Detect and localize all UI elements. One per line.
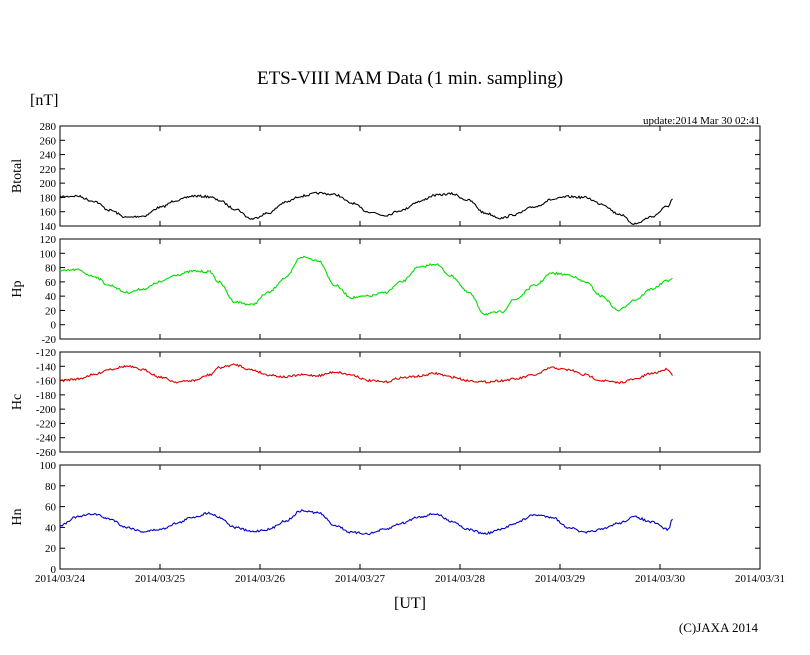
panel-btotal: 140 160 180 200 220 240 260 280 Btotal [10,121,761,233]
panel-frame [59,238,761,340]
x-axis-label: [UT] [394,595,426,612]
x-tick-label: 2014/03/26 [235,573,286,585]
y-tick-label: -200 [36,404,57,416]
x-tick-label: 2014/03/29 [535,573,586,585]
y-tick-label: 0 [51,564,57,576]
panel-hp: -20 0 20 40 60 80 100 120 Hp [10,234,761,346]
y-tick-label: 200 [40,178,57,190]
y-tick-label: 160 [40,207,57,219]
y-tick-label: 120 [40,234,57,246]
unit-label: [nT] [30,92,58,109]
y-tick-label: 40 [45,522,57,534]
y-tick-label: 240 [40,150,57,162]
y-tick-label: 280 [40,121,57,133]
y-tick-label: 180 [40,192,57,204]
chart-title: ETS-VIII MAM Data (1 min. sampling) [257,68,563,89]
y-tick-label: -240 [36,433,57,445]
y-tick-label: -220 [36,418,57,430]
x-tick-label: 2014/03/28 [435,573,486,585]
y-tick-label: 40 [45,291,57,303]
y-tick-label: 20 [45,543,57,555]
y-tick-label: 260 [40,135,57,147]
y-tick-label: 0 [51,320,57,332]
chart-panels: 140160180200220240260280Btotal-200204060… [10,121,785,585]
x-tick-label: 2014/03/30 [635,573,686,585]
y-tick-label: 80 [45,481,57,493]
panel-hn: 0 20 40 60 80 100 Hn [10,460,761,576]
y-tick-label: -20 [41,334,56,346]
y-tick-label: 140 [40,221,57,233]
panel-label-hp: Hp [10,280,25,297]
panel-frame [59,464,761,570]
y-tick-label: 220 [40,164,57,176]
panel-label-hc: Hc [10,394,25,410]
y-tick-label: 60 [45,277,57,289]
panel-label-hn: Hn [10,508,25,525]
panel-hc: -260 -240 -220 -200 -180 -160 -140 -120 Hc [10,347,761,459]
x-tick-label: 2014/03/24 [35,573,86,585]
series-line-hn [59,509,673,536]
y-tick-label: -260 [36,447,57,459]
y-tick-label: 20 [45,305,57,317]
x-tick-label: 2014/03/31 [735,573,785,585]
x-tick-label: 2014/03/27 [335,573,386,585]
update-timestamp: update:2014 Mar 30 02:41 [643,115,760,127]
y-tick-label: 80 [45,263,57,275]
y-tick-label: 100 [40,460,57,472]
panel-label-btotal: Btotal [10,159,25,193]
series-line-hp [59,255,673,316]
copyright-text: (C)JAXA 2014 [679,620,759,635]
y-tick-label: 100 [40,248,57,260]
y-tick-label: -120 [36,347,57,359]
y-tick-label: -160 [36,376,57,388]
y-tick-label: -180 [36,390,57,402]
series-line-btotal [59,191,673,225]
series-line-hc [59,363,673,385]
panel-frame [59,125,761,227]
panel-frame [59,351,761,453]
y-tick-label: -140 [36,361,57,373]
y-tick-label: 60 [45,502,57,514]
x-tick-label: 2014/03/25 [135,573,186,585]
